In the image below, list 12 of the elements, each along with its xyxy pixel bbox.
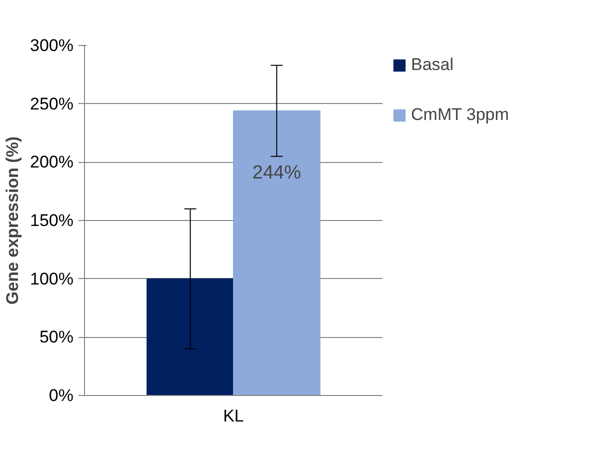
- y-axis-title: Gene expression (%): [3, 136, 22, 305]
- data-label: 244%: [252, 162, 302, 184]
- y-tick-label: 150%: [30, 211, 74, 230]
- y-tick-label: 0%: [48, 386, 74, 405]
- legend-label: CmMT 3ppm: [411, 105, 509, 125]
- y-tick-label: 100%: [30, 269, 74, 288]
- x-tick-label: KL: [223, 406, 244, 426]
- y-tick-label: 200%: [30, 152, 74, 172]
- y-tick-label: 300%: [30, 36, 74, 55]
- legend-label: Basal: [411, 55, 454, 75]
- y-tick-label: 250%: [30, 94, 74, 114]
- y-tick-label: 50%: [39, 328, 74, 347]
